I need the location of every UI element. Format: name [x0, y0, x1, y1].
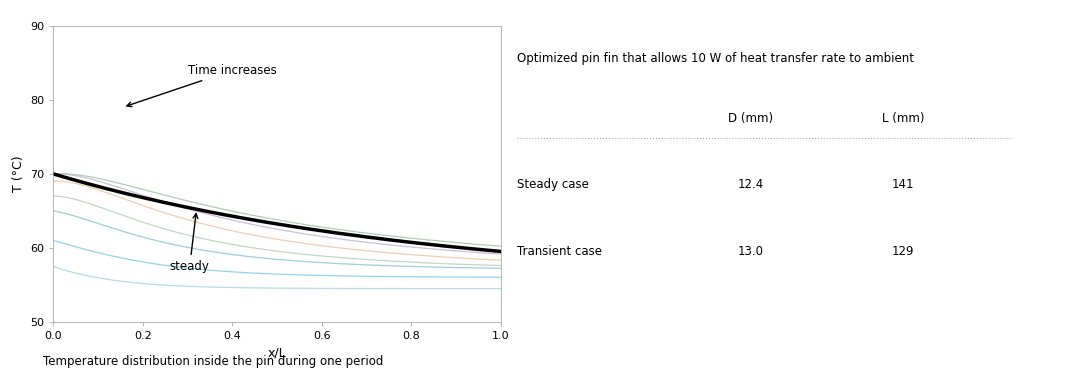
X-axis label: x/L: x/L	[268, 346, 287, 360]
Text: D (mm): D (mm)	[728, 112, 774, 125]
Text: L (mm): L (mm)	[882, 112, 924, 125]
Text: Temperature distribution inside the pin during one period: Temperature distribution inside the pin …	[43, 355, 383, 368]
Text: 129: 129	[892, 245, 915, 258]
Text: 141: 141	[892, 178, 915, 191]
Text: 13.0: 13.0	[738, 245, 764, 258]
Text: Transient case: Transient case	[517, 245, 602, 258]
Text: Steady case: Steady case	[517, 178, 589, 191]
Text: steady: steady	[169, 213, 210, 273]
Text: Optimized pin fin that allows 10 W of heat transfer rate to ambient: Optimized pin fin that allows 10 W of he…	[517, 52, 915, 65]
Text: Time increases: Time increases	[127, 64, 276, 107]
Text: 12.4: 12.4	[738, 178, 764, 191]
Y-axis label: T (°C): T (°C)	[12, 156, 25, 192]
